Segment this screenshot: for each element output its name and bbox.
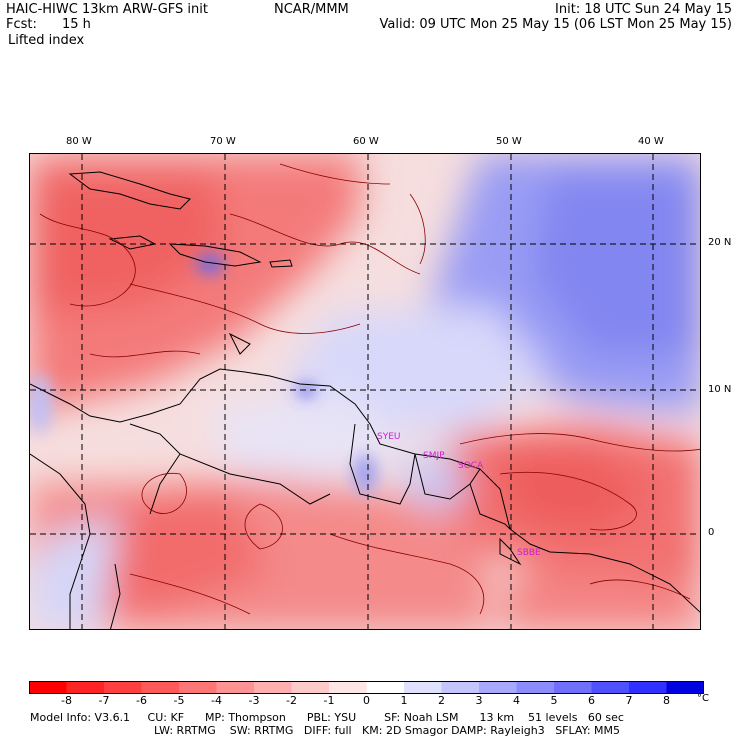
lon-label-40w: 40 W xyxy=(638,136,664,147)
colorbar-tick-label: -1 xyxy=(323,694,335,707)
model-info-line2: LW: RRTMG SW: RRTMG DIFF: full KM: 2D Sm… xyxy=(154,724,620,737)
colorbar-tick-label: -2 xyxy=(286,694,297,707)
colorbar-unit: °C xyxy=(697,693,709,704)
colorbar-swatch xyxy=(254,681,292,694)
colorbar-tick-label: 1 xyxy=(400,694,408,707)
map-canvas xyxy=(30,154,700,629)
colorbar-swatch xyxy=(29,681,67,694)
colorbar-swatch xyxy=(479,681,517,694)
plot-title: HAIC-HIWC 13km ARW-GFS init xyxy=(6,2,208,17)
colorbar-swatch xyxy=(216,681,255,694)
forecast-label: Fcst: xyxy=(6,17,37,32)
colorbar-swatch xyxy=(104,681,142,694)
colorbar-swatch xyxy=(66,681,105,694)
colorbar-tick-label: 3 xyxy=(475,694,483,707)
colorbar-swatch xyxy=(329,681,367,694)
coastlines xyxy=(30,171,700,629)
colorbar-tick-label: 7 xyxy=(625,694,633,707)
lon-label-80w: 80 W xyxy=(66,136,92,147)
colorbar-tick-label: -7 xyxy=(98,694,110,707)
station-sbbe: SBBE xyxy=(517,548,541,558)
station-soca: SOCA xyxy=(458,461,484,471)
station-smjp: SMJP xyxy=(423,451,445,461)
colorbar-swatch xyxy=(441,681,480,694)
valid-time: Valid: 09 UTC Mon 25 May 15 (06 LST Mon … xyxy=(379,17,732,32)
colorbar-tick-label: 4 xyxy=(513,694,520,707)
colorbar-swatch xyxy=(666,681,704,694)
colorbar-tick-label: -5 xyxy=(173,694,185,707)
colorbar-tick-label: 8 xyxy=(663,694,670,707)
colorbar-swatch xyxy=(516,681,555,694)
colorbar-swatch xyxy=(554,681,592,694)
contour-lines xyxy=(39,163,700,615)
colorbar xyxy=(29,681,704,694)
forecast-hour: 15 h xyxy=(62,17,91,32)
lon-label-60w: 60 W xyxy=(353,136,379,147)
colorbar-swatch xyxy=(629,681,667,694)
org-label: NCAR/MMM xyxy=(274,2,349,17)
lifted-index-map[interactable] xyxy=(29,153,701,630)
model-info-line1: Model Info: V3.6.1 CU: KF MP: Thompson P… xyxy=(30,711,624,724)
lat-label-10n: 10 N xyxy=(708,384,732,395)
station-syeu: SYEU xyxy=(377,432,401,442)
init-time: Init: 18 UTC Sun 24 May 15 xyxy=(555,2,732,17)
colorbar-swatch xyxy=(591,681,630,694)
colorbar-tick-label: -3 xyxy=(248,694,260,707)
lat-label-20n: 20 N xyxy=(708,237,732,248)
colorbar-tick-label: -6 xyxy=(136,694,147,707)
colorbar-swatch xyxy=(141,681,180,694)
colorbar-swatch xyxy=(179,681,217,694)
colorbar-tick-label: 2 xyxy=(438,694,445,707)
lat-label-0: 0 xyxy=(708,527,715,538)
colorbar-tick-label: 6 xyxy=(588,694,595,707)
lon-label-70w: 70 W xyxy=(210,136,236,147)
colorbar-tick-label: -4 xyxy=(211,694,222,707)
colorbar-swatch xyxy=(404,681,442,694)
small-features xyxy=(30,254,377,494)
colorbar-tick-label: 0 xyxy=(363,694,370,707)
colorbar-swatch xyxy=(366,681,405,694)
lon-label-50w: 50 W xyxy=(496,136,522,147)
graticule xyxy=(30,154,700,629)
colorbar-tick-label: 5 xyxy=(550,694,558,707)
colorbar-tick-label: -8 xyxy=(61,694,72,707)
colorbar-swatch xyxy=(291,681,330,694)
field-name: Lifted index xyxy=(8,33,85,48)
